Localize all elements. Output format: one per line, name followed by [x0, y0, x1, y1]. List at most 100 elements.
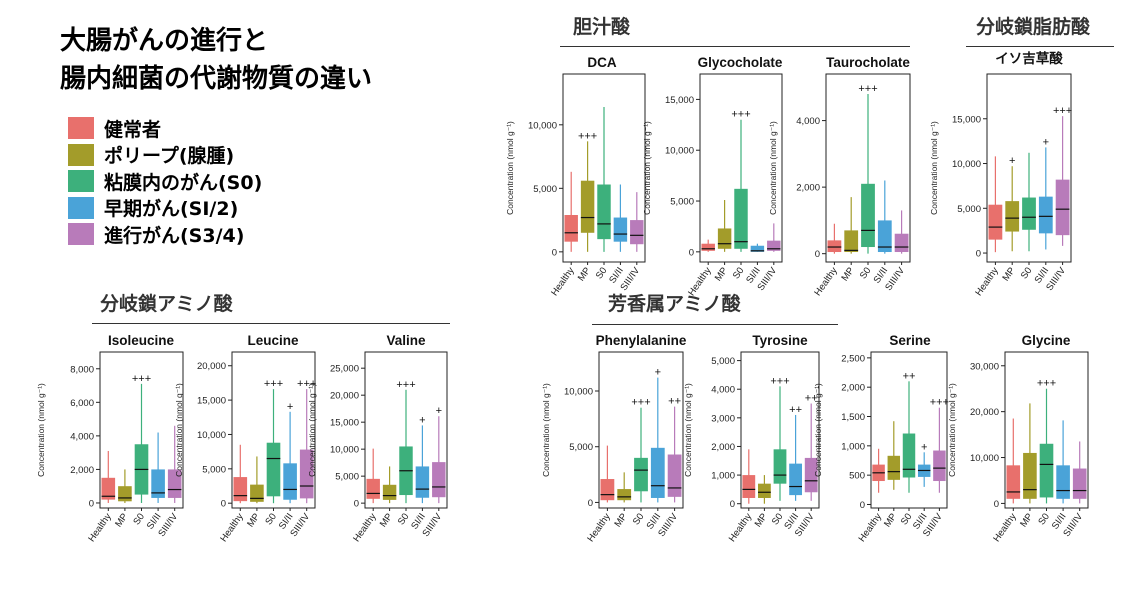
y-tick-label: 0	[976, 249, 981, 260]
legend-label: 健常者	[104, 118, 162, 141]
x-tick-label: MP	[113, 511, 130, 529]
chart-isovaleric-acid: イソ吉草酸 0 5,000 10,000 15,000 Concentration (nm…	[929, 50, 1072, 298]
legend-item-early: 早期がん(SI/2)	[68, 195, 262, 222]
group-divider	[560, 46, 910, 47]
box	[767, 240, 781, 251]
y-tick-label: 20,000	[330, 391, 359, 402]
x-tick-label: S0	[858, 265, 874, 281]
x-tick-label: SIII/IV	[156, 511, 180, 539]
chart-title: Glycocholate	[698, 55, 783, 70]
box	[101, 477, 116, 500]
significance-label: +	[921, 441, 927, 453]
chart-title: イソ吉草酸	[995, 50, 1063, 66]
y-tick-label: 30,000	[970, 361, 999, 372]
y-axis-label: Concentration (nmol g⁻¹)	[768, 121, 778, 215]
x-tick-label: Healthy	[991, 511, 1019, 544]
box	[894, 233, 909, 253]
y-tick-label: 6,000	[70, 398, 94, 409]
chart-title: Serine	[889, 333, 931, 348]
box	[750, 245, 765, 252]
y-axis-label: Concentration (nmol g⁻¹)	[683, 383, 693, 477]
y-tick-label: 2,000	[841, 383, 865, 394]
y-tick-label: 15,000	[665, 95, 694, 106]
y-tick-label: 1,000	[711, 471, 735, 482]
x-tick-label: MP	[753, 511, 770, 529]
y-tick-label: 8,000	[70, 364, 94, 375]
legend-item-polyp: ポリープ(腺腫)	[68, 142, 262, 169]
box	[861, 183, 875, 248]
y-tick-label: 20,000	[197, 361, 226, 372]
significance-label: +	[655, 367, 661, 379]
box	[667, 454, 682, 497]
page-title: 大腸がんの進行と 腸内細菌の代謝物質の違い	[60, 22, 372, 98]
significance-label: +++	[297, 378, 316, 390]
x-tick-label: MP	[612, 511, 629, 529]
group-title-branched-amino-acids: 分岐鎖アミノ酸	[100, 293, 233, 315]
y-tick-label: 10,000	[952, 159, 981, 170]
x-tick-label: S0	[1036, 511, 1052, 527]
legend-label: 粘膜内のがん(S0)	[104, 171, 263, 194]
y-tick-label: 10,000	[528, 120, 557, 131]
box	[717, 228, 732, 249]
y-tick-label: 500	[849, 471, 865, 482]
x-tick-label: SIII/IV	[288, 511, 312, 539]
y-axis-label: Concentration (nmol g⁻¹)	[307, 383, 317, 477]
legend-label: ポリープ(腺腫)	[104, 145, 235, 168]
box	[844, 230, 859, 253]
box	[1055, 179, 1070, 236]
significance-label: +++	[930, 397, 949, 409]
legend-item-advanced: 進行がん(S3/4)	[68, 221, 262, 248]
x-tick-label: S0	[899, 511, 915, 527]
y-tick-label: 0	[860, 500, 865, 511]
y-axis-label: Concentration (nmol g⁻¹)	[505, 121, 515, 215]
chart-title: Taurocholate	[826, 55, 910, 70]
significance-label: +++	[132, 373, 151, 385]
chart-taurocholate: Taurocholate 0 2,000 4,000 Concentration (nm…	[768, 55, 911, 298]
legend-swatch	[68, 143, 94, 166]
group-divider	[592, 324, 838, 325]
box	[415, 466, 430, 498]
x-tick-label: Healthy	[973, 265, 1001, 298]
y-tick-label: 0	[588, 498, 593, 509]
box	[773, 449, 787, 484]
chart-leucine: Leucine 0 5,000 10,000 15,000 20,000 Concentra…	[174, 333, 316, 544]
chart-title: Glycine	[1022, 333, 1071, 348]
y-tick-label: 1,500	[841, 412, 865, 423]
x-tick-label: MP	[1000, 265, 1017, 283]
significance-label: +	[1043, 136, 1049, 148]
box	[1023, 452, 1037, 499]
y-tick-label: 10,000	[330, 445, 359, 456]
legend-swatch	[68, 223, 94, 246]
y-tick-label: 4,000	[711, 385, 735, 396]
chart-phenylalanine: Phenylalanine 0 5,000 10,000 Concentration (…	[541, 333, 687, 544]
significance-label: +++	[1053, 105, 1072, 117]
box	[564, 215, 578, 242]
chart-glycine: Glycine 0 10,000 20,000 30,000 Concentration …	[947, 333, 1089, 544]
box	[597, 184, 611, 240]
y-tick-label: 0	[994, 499, 999, 510]
y-axis-label: Concentration (nmol g⁻¹)	[36, 383, 46, 477]
chart-title: Tyrosine	[752, 333, 808, 348]
y-tick-label: 5,000	[670, 197, 694, 208]
x-tick-label: MP	[713, 265, 730, 283]
y-tick-label: 0	[221, 499, 226, 510]
x-tick-label: Healthy	[351, 511, 379, 544]
legend-swatch	[68, 170, 94, 193]
significance-label: +++	[264, 378, 283, 390]
box	[630, 220, 644, 245]
y-axis-label: Concentration (nmol g⁻¹)	[642, 121, 652, 215]
y-tick-label: 0	[689, 247, 694, 258]
title-line-1: 大腸がんの進行と	[60, 26, 269, 56]
y-tick-label: 10,000	[970, 453, 999, 464]
x-tick-label: Healthy	[585, 511, 613, 544]
chart-title: Valine	[386, 333, 426, 348]
box	[650, 447, 665, 498]
box	[250, 484, 264, 502]
y-axis-label: Concentration (nmol g⁻¹)	[929, 121, 939, 215]
box	[902, 433, 916, 478]
significance-label: +++	[731, 109, 750, 121]
group-title-bile-acids: 胆汁酸	[573, 16, 631, 38]
box	[283, 463, 297, 500]
y-tick-label: 5,000	[335, 472, 359, 483]
y-tick-label: 4,000	[796, 116, 820, 127]
